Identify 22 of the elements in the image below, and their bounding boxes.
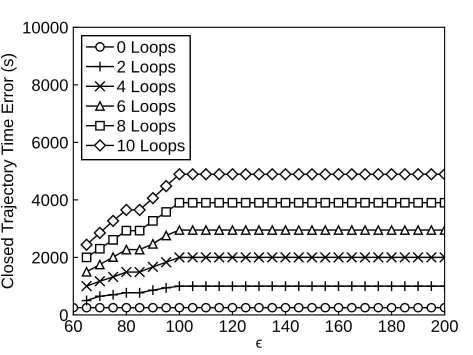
- y-axis-title: Closed Trajectory Time Error (s): [1, 54, 17, 288]
- y-tick-label: 8000: [32, 79, 68, 92]
- legend-label: 2 Loops: [117, 60, 176, 76]
- x-tick-label: 100: [166, 320, 193, 332]
- legend-label: 0 Loops: [117, 41, 176, 56]
- x-tick-label: 200: [432, 320, 458, 332]
- y-tick-label: 0: [60, 309, 68, 322]
- x-tick-label: 140: [272, 320, 299, 332]
- y-tick-label: 4000: [32, 194, 68, 206]
- x-axis-title: ϵ: [256, 340, 262, 348]
- x-tick-label: 80: [118, 320, 135, 332]
- legend-label: 10 Loops: [118, 140, 185, 155]
- x-tick-label: 120: [220, 320, 246, 332]
- x-tick-label: 160: [326, 320, 352, 332]
- y-tick-label: 6000: [32, 136, 68, 149]
- legend-label: 6 Loops: [117, 100, 176, 116]
- x-tick-label: 60: [64, 320, 82, 332]
- y-tick-label: 2000: [32, 252, 68, 264]
- y-tick-label: 10000: [23, 22, 68, 34]
- legend-label: 4 Loops: [117, 80, 176, 96]
- x-tick-label: 180: [378, 320, 405, 332]
- legend-label: 8 Loops: [117, 120, 176, 136]
